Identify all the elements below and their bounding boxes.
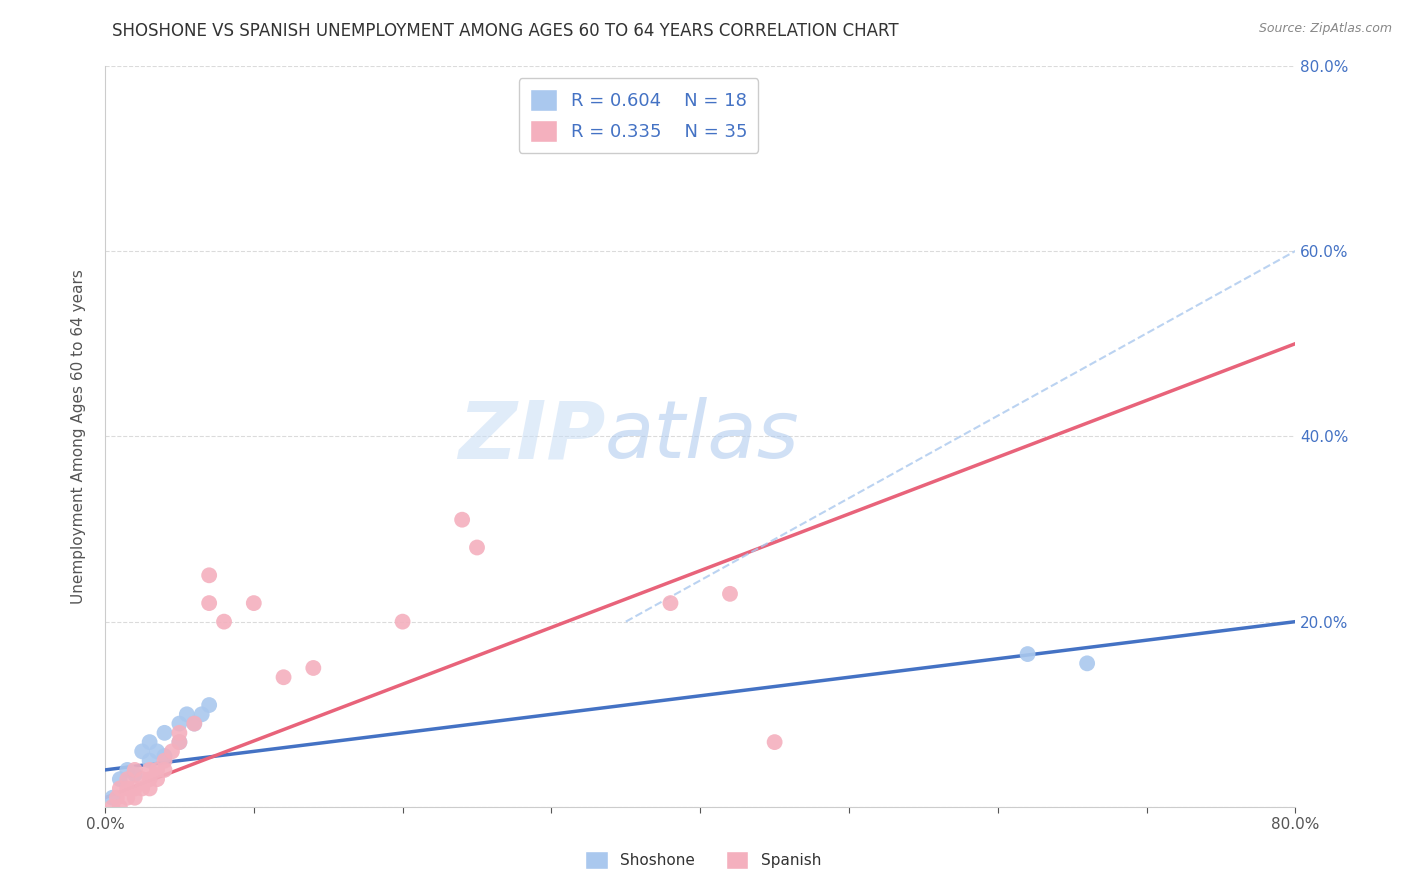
Point (718, 587, 741, 601)
Point (273, 670, 295, 684)
Point (131, 744, 153, 758)
Point (146, 744, 169, 758)
Text: ZIP: ZIP (457, 397, 605, 475)
Point (1076, 657, 1098, 671)
Point (124, 790, 146, 805)
Point (153, 749, 176, 764)
Point (212, 615, 235, 629)
Point (160, 744, 183, 758)
Point (138, 781, 160, 796)
Point (451, 513, 474, 527)
Point (1017, 647, 1039, 661)
Point (176, 707, 198, 722)
Point (138, 735, 160, 749)
Point (169, 726, 191, 740)
Point (153, 726, 176, 740)
Point (146, 763, 169, 777)
Point (183, 716, 205, 731)
Point (124, 763, 146, 777)
Point (243, 596, 266, 610)
Point (124, 781, 146, 796)
Point (183, 716, 205, 731)
Text: SHOSHONE VS SPANISH UNEMPLOYMENT AMONG AGES 60 TO 64 YEARS CORRELATION CHART: SHOSHONE VS SPANISH UNEMPLOYMENT AMONG A… (112, 22, 898, 40)
Text: atlas: atlas (605, 397, 800, 475)
Legend: R = 0.604    N = 18, R = 0.335    N = 35: R = 0.604 N = 18, R = 0.335 N = 35 (519, 78, 758, 153)
Point (302, 661, 325, 675)
Point (108, 800, 131, 814)
Point (763, 735, 786, 749)
Point (391, 615, 413, 629)
Point (190, 707, 212, 722)
Point (465, 541, 488, 555)
Point (169, 735, 191, 749)
Point (153, 754, 176, 768)
Y-axis label: Unemployment Among Ages 60 to 64 years: Unemployment Among Ages 60 to 64 years (72, 268, 86, 604)
Point (138, 763, 160, 777)
Point (659, 596, 682, 610)
Point (101, 790, 124, 805)
Point (117, 763, 139, 777)
Legend: Shoshone, Spanish: Shoshone, Spanish (579, 845, 827, 875)
Point (153, 763, 176, 777)
Point (117, 781, 139, 796)
Point (169, 735, 191, 749)
Point (131, 772, 153, 787)
Point (131, 781, 153, 796)
Point (117, 790, 139, 805)
Point (117, 772, 139, 787)
Point (138, 772, 160, 787)
Point (169, 716, 191, 731)
Point (198, 698, 221, 712)
Point (101, 800, 124, 814)
Point (138, 754, 160, 768)
Point (198, 568, 221, 582)
Point (105, 790, 128, 805)
Text: Source: ZipAtlas.com: Source: ZipAtlas.com (1258, 22, 1392, 36)
Point (124, 767, 146, 781)
Point (108, 772, 131, 787)
Point (146, 772, 169, 787)
Point (198, 596, 221, 610)
Point (108, 781, 131, 796)
